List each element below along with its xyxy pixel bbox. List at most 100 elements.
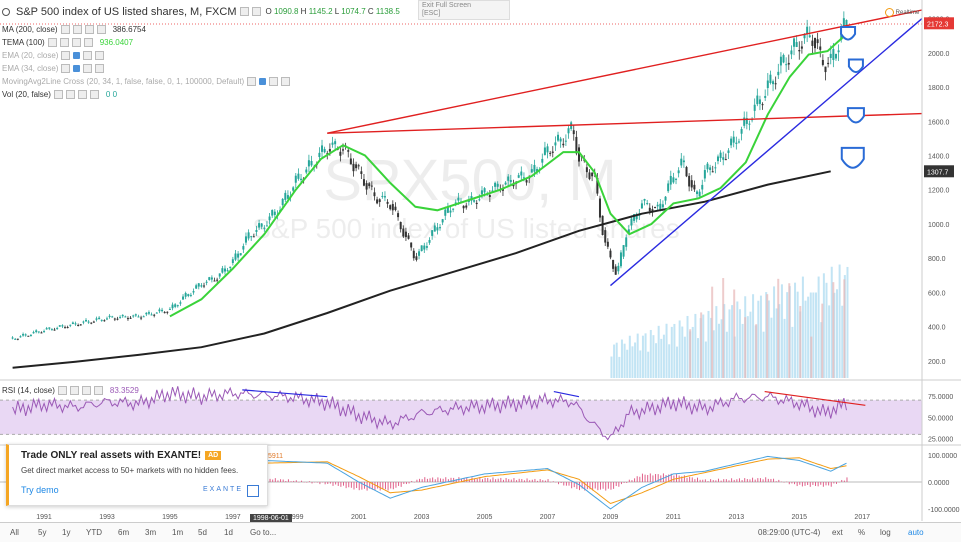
auto-button[interactable]: auto bbox=[908, 528, 924, 537]
macd-hist-bar bbox=[416, 479, 418, 482]
goto-button[interactable]: Go to... bbox=[250, 528, 277, 537]
bottom-toolbar: All 5y 1y YTD 6m 3m 1m 5d 1d Go to... 08… bbox=[0, 522, 961, 542]
macd-hist-bar bbox=[843, 480, 845, 482]
settings-icon[interactable] bbox=[239, 7, 249, 16]
macd-hist-bar bbox=[791, 482, 793, 484]
range-ytd-button[interactable]: YTD bbox=[86, 528, 102, 537]
candle-body bbox=[572, 130, 575, 135]
macd-hist-bar bbox=[720, 480, 722, 482]
candle-body bbox=[258, 223, 261, 228]
time-tick-label: 2005 bbox=[477, 514, 493, 521]
range-3m-button[interactable]: 3m bbox=[145, 528, 157, 537]
macd-hist-bar bbox=[828, 482, 830, 486]
candle-body bbox=[536, 169, 539, 172]
macd-hist-bar bbox=[403, 482, 405, 484]
ext-button[interactable]: ext bbox=[832, 528, 843, 537]
macd-hist-bar bbox=[295, 480, 297, 482]
rsi-tick-label: 75.0000 bbox=[928, 394, 953, 401]
macd-hist-bar bbox=[786, 481, 788, 483]
volume-bar bbox=[691, 326, 694, 378]
macd-hist-bar bbox=[605, 482, 607, 491]
macd-hist-bar bbox=[479, 477, 481, 482]
candle-body bbox=[436, 227, 439, 231]
candle-body bbox=[208, 277, 211, 280]
volume-bar bbox=[780, 284, 783, 378]
indicator-tema[interactable]: TEMA (100) 936.0407 bbox=[2, 38, 134, 47]
macd-hist-bar bbox=[513, 478, 515, 482]
macd-hist-bar bbox=[337, 482, 339, 486]
macd-hist-bar bbox=[437, 477, 439, 482]
candle-body bbox=[200, 285, 203, 287]
candle-body bbox=[719, 152, 722, 159]
candle-body bbox=[415, 256, 418, 260]
log-button[interactable]: log bbox=[880, 528, 891, 537]
range-all-button[interactable]: All bbox=[10, 528, 19, 537]
candle-body bbox=[551, 151, 554, 153]
range-1y-button[interactable]: 1y bbox=[62, 528, 71, 537]
candle-body bbox=[664, 196, 667, 201]
candle-body bbox=[507, 176, 510, 181]
shield-icon bbox=[847, 58, 864, 74]
macd-hist-bar bbox=[301, 480, 303, 482]
time-tick-label: 2007 bbox=[540, 514, 556, 521]
volume-bar bbox=[821, 303, 824, 378]
candle-body bbox=[349, 158, 352, 165]
volume-bar bbox=[694, 313, 697, 378]
macd-hist-bar bbox=[796, 482, 798, 487]
candle-body bbox=[90, 322, 93, 324]
time-tick-label: 1995 bbox=[162, 514, 178, 521]
try-demo-link[interactable]: Try demo bbox=[21, 485, 59, 495]
indicator-ma200[interactable]: MA (200, close) 386.6754 bbox=[2, 25, 146, 34]
macd-hist-bar bbox=[392, 482, 394, 490]
indicator-ma-cross[interactable]: MovingAvg2Line Cross (20, 34, 1, false, … bbox=[2, 76, 291, 87]
range-6m-button[interactable]: 6m bbox=[118, 528, 130, 537]
candle-body bbox=[286, 195, 289, 199]
candle-body bbox=[171, 304, 174, 309]
candle-body bbox=[357, 165, 360, 167]
range-1d-button[interactable]: 1d bbox=[224, 528, 233, 537]
candle-body bbox=[530, 169, 533, 173]
macd-hist-bar bbox=[411, 480, 413, 482]
eye-icon[interactable] bbox=[73, 52, 81, 59]
indicator-volume[interactable]: Vol (20, false) 0 0 bbox=[2, 90, 118, 99]
macd-tick-label: 0.0000 bbox=[928, 480, 950, 487]
rsi-header[interactable]: RSI (14, close) 83.3529 bbox=[2, 386, 139, 395]
range-1m-button[interactable]: 1m bbox=[172, 528, 184, 537]
macd-hist-bar bbox=[377, 482, 379, 489]
macd-hist-bar bbox=[314, 482, 316, 483]
indicator-ema20[interactable]: EMA (20, close) bbox=[2, 50, 105, 61]
candle-body bbox=[779, 56, 782, 66]
volume-bar bbox=[683, 336, 686, 378]
candle-body bbox=[782, 54, 785, 63]
volume-bar bbox=[720, 319, 723, 378]
eye-icon[interactable] bbox=[259, 78, 267, 85]
candle-body bbox=[837, 50, 840, 53]
candle-body bbox=[179, 302, 182, 304]
macd-hist-bar bbox=[602, 482, 604, 489]
eye-icon[interactable] bbox=[73, 65, 81, 72]
candle-body bbox=[155, 312, 158, 314]
percent-button[interactable]: % bbox=[858, 528, 866, 537]
range-5d-button[interactable]: 5d bbox=[198, 528, 207, 537]
macd-hist-bar bbox=[497, 478, 499, 482]
candle-body bbox=[669, 175, 672, 185]
candle-body bbox=[284, 192, 287, 200]
macd-hist-bar bbox=[547, 479, 549, 482]
volume-bar bbox=[686, 315, 689, 378]
macd-hist-bar bbox=[767, 478, 769, 482]
exit-fullscreen-button[interactable]: Exit Full Screen [ESC] bbox=[418, 0, 510, 20]
macd-hist-bar bbox=[510, 479, 512, 482]
macd-hist-bar bbox=[282, 479, 284, 482]
macd-hist-bar bbox=[628, 479, 630, 482]
range-5y-button[interactable]: 5y bbox=[38, 528, 47, 537]
candle-body bbox=[268, 216, 271, 221]
ad-banner[interactable]: Trade ONLY real assets with EXANTE! AD Ge… bbox=[6, 444, 268, 506]
macd-hist-bar bbox=[358, 482, 360, 491]
compare-icon[interactable] bbox=[251, 7, 261, 16]
indicator-ema34[interactable]: EMA (34, close) bbox=[2, 63, 105, 74]
volume-bar bbox=[801, 276, 804, 378]
macd-hist-bar bbox=[463, 478, 465, 482]
price-tick-label: 1800.0 bbox=[928, 85, 950, 92]
volume-bar bbox=[759, 295, 762, 378]
